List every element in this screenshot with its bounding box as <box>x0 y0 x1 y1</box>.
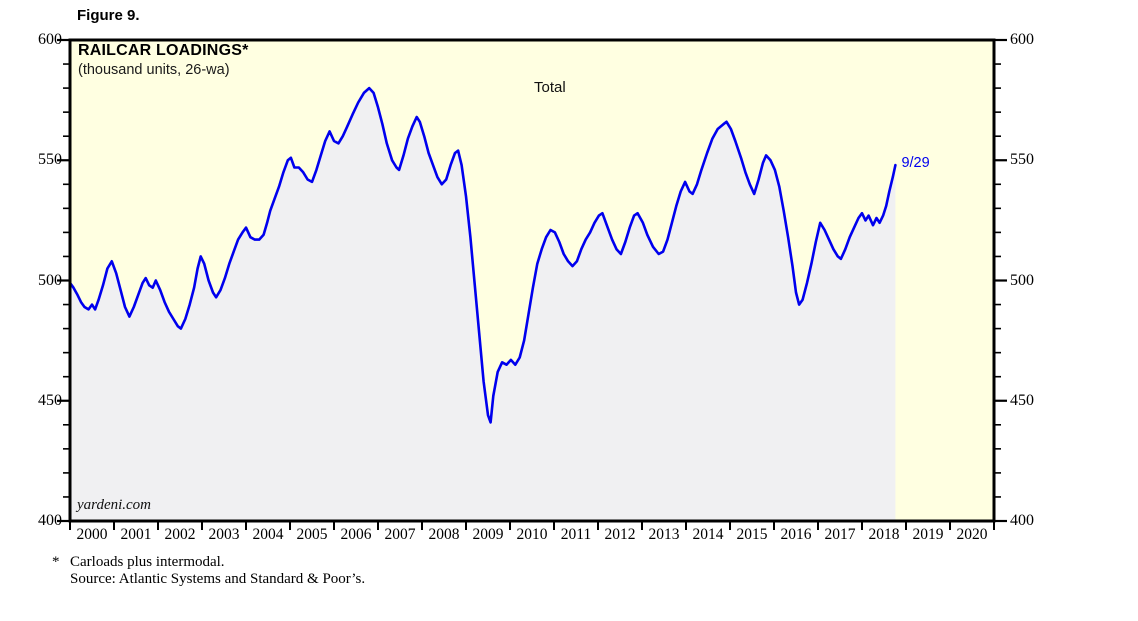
x-axis-label-year: 2015 <box>736 526 768 543</box>
x-axis-label-year: 2016 <box>780 526 812 543</box>
x-axis-label-year: 2006 <box>340 526 372 543</box>
latest-point-date-label: 9/29 <box>901 155 930 172</box>
x-axis-label-year: 2002 <box>164 526 196 543</box>
x-axis-label-year: 2010 <box>516 526 548 543</box>
plot-border <box>68 38 996 523</box>
x-axis-label-year: 2008 <box>428 526 460 543</box>
y-axis-label-left: 500 <box>38 271 62 289</box>
y-axis-label-left: 400 <box>38 512 62 529</box>
x-axis-label-year: 2020 <box>956 526 988 543</box>
x-axis-label-year: 2019 <box>912 526 944 543</box>
y-axis-label-left: 550 <box>38 151 62 169</box>
x-axis-label-year: 2000 <box>76 526 108 543</box>
x-axis-label-year: 2007 <box>384 526 416 543</box>
x-axis-label-year: 2017 <box>824 526 856 543</box>
y-axis-label-right: 500 <box>1010 271 1034 289</box>
y-axis-label-right: 550 <box>1010 151 1034 169</box>
watermark-yardeni: yardeni.com <box>77 497 152 513</box>
footnote-line-2: Source: Atlantic Systems and Standard & … <box>70 571 366 587</box>
x-axis-label-year: 2005 <box>296 526 328 543</box>
figure-label: Figure 9. <box>77 7 140 24</box>
x-axis-label-year: 2001 <box>120 526 152 543</box>
y-axis-label-right: 450 <box>1010 391 1034 409</box>
series-line-total <box>68 86 897 424</box>
footnote-line-1: Carloads plus intermodal. <box>70 554 225 570</box>
x-axis-label-year: 2013 <box>648 526 680 543</box>
footnote: * Carloads plus intermodal. Source: Atla… <box>52 554 365 588</box>
x-axis-label-year: 2003 <box>208 526 240 543</box>
x-axis-label-year: 2004 <box>252 526 284 543</box>
x-axis-label-year: 2014 <box>692 526 724 543</box>
x-axis-label-year: 2009 <box>472 526 504 543</box>
x-axis-label-year: 2011 <box>560 526 592 543</box>
y-axis-label-right: 600 <box>1010 31 1034 48</box>
footnote-asterisk: * <box>52 554 60 570</box>
y-axis-label-left: 600 <box>38 31 62 48</box>
x-axis-label-year: 2018 <box>868 526 900 543</box>
y-axis-label-left: 450 <box>38 391 62 409</box>
y-axis-label-right: 400 <box>1010 512 1034 529</box>
chart-title: RAILCAR LOADINGS* <box>78 42 249 59</box>
x-axis-label-year: 2012 <box>604 526 636 543</box>
chart-subtitle: (thousand units, 26-wa) <box>78 62 230 78</box>
series-label-total: Total <box>534 79 566 96</box>
